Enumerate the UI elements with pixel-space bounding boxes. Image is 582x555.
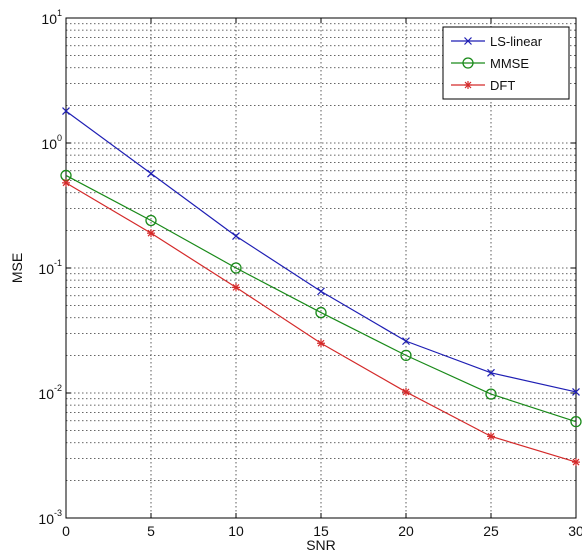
x-marker: [232, 232, 240, 241]
legend-entry: DFT: [451, 78, 515, 93]
star-marker: [572, 458, 580, 467]
x-marker: [317, 287, 325, 296]
x-tick-label: 5: [147, 523, 155, 539]
y-tick-exponent: 0: [57, 133, 62, 143]
x-marker: [487, 368, 495, 377]
x-tick-label: 25: [483, 523, 499, 539]
star-marker: [487, 432, 495, 441]
legend: LS-linear MMSE DFT: [442, 26, 570, 100]
x-tick-label: 30: [568, 523, 582, 539]
series-line: [65, 174, 577, 423]
y-tick-exponent: -1: [54, 258, 62, 268]
x-marker: [572, 388, 580, 396]
y-tick-base: 10: [41, 11, 57, 27]
y-tick-label: 10-3: [38, 508, 62, 527]
y-tick-label: 100: [41, 133, 62, 152]
y-tick-exponent: -3: [54, 508, 62, 518]
x-axis-label: SNR: [306, 537, 336, 553]
series-mmse: [60, 169, 582, 428]
y-tick-base: 10: [38, 261, 54, 277]
circle-marker: [230, 262, 242, 274]
y-tick-exponent: -2: [54, 383, 62, 393]
x-tick-label: 10: [228, 523, 244, 539]
x-marker: [402, 337, 410, 346]
y-tick-label: 10-1: [38, 258, 62, 277]
circle-marker: [570, 415, 582, 428]
series-lines: [60, 107, 582, 467]
series-ls-linear: [62, 107, 580, 396]
y-tick-base: 10: [38, 511, 54, 527]
circle-marker: [315, 306, 327, 319]
legend-entry: LS-linear: [451, 34, 543, 49]
circle-marker: [462, 57, 474, 69]
star-marker: [402, 387, 410, 396]
y-tick-base: 10: [41, 136, 57, 152]
star-marker: [317, 339, 325, 348]
star-marker: [147, 229, 155, 238]
x-marker: [147, 169, 155, 178]
star-marker: [62, 178, 70, 187]
circle-marker: [485, 388, 497, 400]
y-tick-base: 10: [38, 386, 54, 402]
circle-marker: [145, 214, 157, 227]
circle-marker: [400, 349, 412, 362]
legend-label: DFT: [490, 78, 515, 93]
x-tick-label: 0: [62, 523, 70, 539]
y-axis-label: MSE: [9, 253, 25, 283]
legend-label: LS-linear: [490, 34, 543, 49]
y-tick-label: 101: [41, 8, 62, 27]
legend-entry: MMSE: [451, 56, 529, 71]
legend-label: MMSE: [490, 56, 529, 71]
x-tick-label: 20: [398, 523, 414, 539]
y-tick-label: 10-2: [38, 383, 62, 402]
x-marker: [62, 107, 70, 116]
series-dft: [62, 178, 580, 467]
x-tick-label: 15: [313, 523, 329, 539]
star-marker: [464, 81, 472, 89]
star-marker: [232, 283, 240, 292]
x-marker: [464, 37, 472, 45]
y-tick-exponent: 1: [57, 8, 62, 18]
